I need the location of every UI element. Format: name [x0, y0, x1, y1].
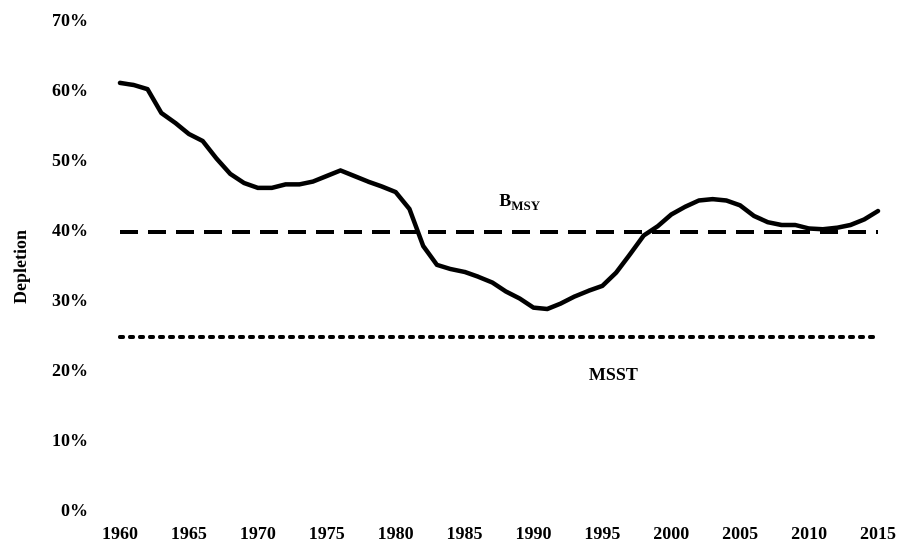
x-tick-label: 2010	[791, 523, 827, 543]
x-tick-label: 1985	[447, 523, 483, 543]
y-tick-label: 0%	[61, 500, 88, 520]
x-tick-label: 1960	[102, 523, 138, 543]
x-tick-label: 1990	[515, 523, 551, 543]
y-axis-label: Depletion	[10, 230, 30, 304]
y-tick-label: 60%	[52, 80, 88, 100]
x-tick-label: 1970	[240, 523, 276, 543]
y-tick-label: 30%	[52, 290, 88, 310]
y-tick-label: 70%	[52, 10, 88, 30]
reference-label-main: B	[499, 190, 511, 210]
reference-label: BMSY	[499, 190, 541, 213]
y-tick-label: 20%	[52, 360, 88, 380]
x-tick-label: 2015	[860, 523, 896, 543]
reference-label: MSST	[589, 364, 638, 384]
y-tick-label: 10%	[52, 430, 88, 450]
reference-label-main: MSST	[589, 364, 638, 384]
y-tick-label: 50%	[52, 150, 88, 170]
x-tick-label: 2000	[653, 523, 689, 543]
x-tick-label: 1965	[171, 523, 207, 543]
y-tick-label: 40%	[52, 220, 88, 240]
x-tick-label: 1995	[584, 523, 620, 543]
x-tick-label: 1980	[378, 523, 414, 543]
x-tick-label: 2005	[722, 523, 758, 543]
x-tick-label: 1975	[309, 523, 345, 543]
data-line	[117, 80, 881, 312]
reference-label-sub: MSY	[511, 198, 541, 213]
